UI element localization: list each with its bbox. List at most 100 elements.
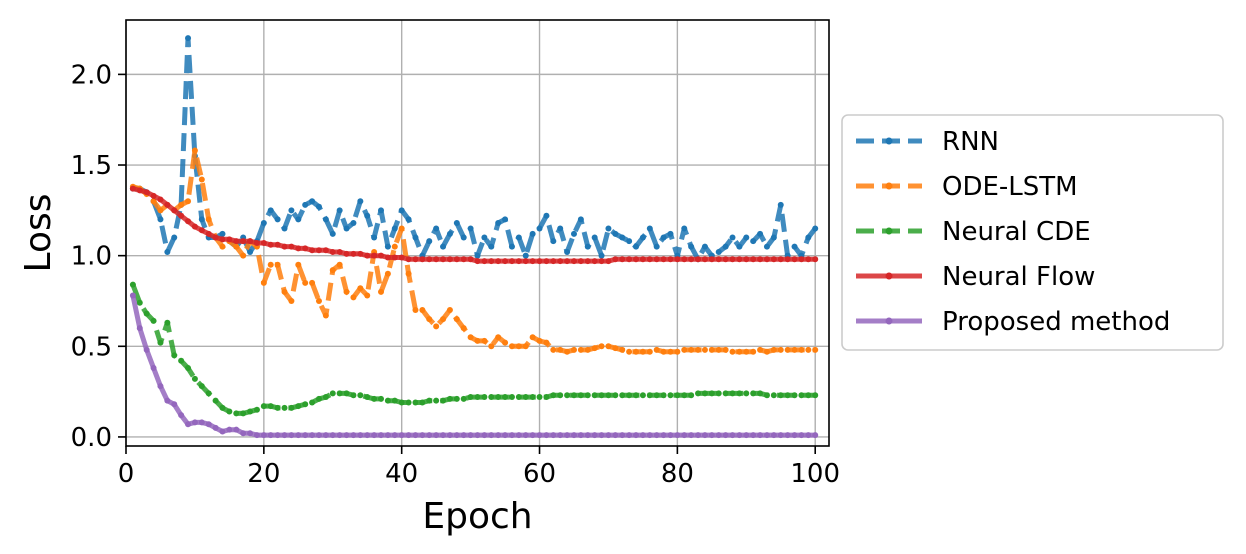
data-point <box>619 346 626 353</box>
data-point <box>515 432 522 439</box>
data-point <box>191 419 198 426</box>
data-point <box>770 256 777 263</box>
data-point <box>274 432 281 439</box>
data-point <box>722 256 729 263</box>
data-point <box>405 270 412 277</box>
data-point <box>784 432 791 439</box>
data-point <box>433 397 440 404</box>
data-point <box>508 258 515 265</box>
data-point <box>557 225 564 232</box>
data-point <box>329 390 336 397</box>
data-point <box>653 256 660 263</box>
data-point <box>446 395 453 402</box>
data-point <box>508 243 515 250</box>
x-axis-title: Epoch <box>422 496 532 537</box>
series-line <box>132 148 816 355</box>
data-point <box>736 256 743 263</box>
data-point <box>550 432 557 439</box>
data-point <box>467 334 474 341</box>
data-point <box>350 294 357 301</box>
data-point <box>736 348 743 355</box>
data-point <box>226 236 233 243</box>
data-point <box>302 432 309 439</box>
data-point <box>419 432 426 439</box>
data-point <box>260 432 267 439</box>
data-point <box>212 234 219 241</box>
data-point <box>605 432 612 439</box>
data-point <box>681 432 688 439</box>
data-point <box>619 234 626 241</box>
data-point <box>550 238 557 245</box>
data-point <box>391 397 398 404</box>
series-neural-cde <box>129 281 819 417</box>
data-point <box>253 432 260 439</box>
data-point <box>791 256 798 263</box>
data-point <box>198 383 205 390</box>
data-point <box>750 238 757 245</box>
data-point <box>295 245 302 252</box>
data-point <box>715 390 722 397</box>
legend-marker <box>885 182 893 190</box>
y-tick-label: 0.0 <box>71 423 112 453</box>
data-point <box>674 432 681 439</box>
data-point <box>777 256 784 263</box>
data-point <box>522 252 529 259</box>
data-point <box>426 238 433 245</box>
data-point <box>715 346 722 353</box>
legend-marker <box>885 137 893 145</box>
x-tick-label: 100 <box>790 459 840 489</box>
data-point <box>570 258 577 265</box>
data-point <box>577 346 584 353</box>
data-point <box>667 256 674 263</box>
data-point <box>157 339 164 346</box>
legend-label: Neural CDE <box>942 217 1091 247</box>
data-point <box>743 432 750 439</box>
data-point <box>171 401 178 408</box>
data-point <box>695 346 702 353</box>
data-point <box>364 252 371 259</box>
data-point <box>543 212 550 219</box>
data-point <box>419 256 426 263</box>
data-point <box>295 261 302 268</box>
data-point <box>198 216 205 223</box>
data-point <box>129 292 136 299</box>
data-point <box>515 234 522 241</box>
data-point <box>639 234 646 241</box>
data-point <box>798 346 805 353</box>
data-point <box>495 394 502 401</box>
data-point <box>584 392 591 399</box>
legend-item: RNN <box>856 127 999 157</box>
data-point <box>763 243 770 250</box>
data-point <box>440 316 447 323</box>
series-line <box>130 294 816 438</box>
data-point <box>577 258 584 265</box>
data-point <box>757 390 764 397</box>
data-point <box>267 241 274 248</box>
data-point <box>695 256 702 263</box>
data-point <box>412 432 419 439</box>
legend-marker <box>885 317 893 325</box>
data-point <box>426 256 433 263</box>
data-point <box>805 346 812 353</box>
data-point <box>722 243 729 250</box>
data-point <box>660 234 667 241</box>
data-point <box>371 395 378 402</box>
data-point <box>522 394 529 401</box>
data-point <box>302 401 309 408</box>
data-point <box>729 256 736 263</box>
data-point <box>157 207 164 214</box>
data-point <box>185 421 192 428</box>
data-point <box>626 392 633 399</box>
data-point <box>350 392 357 399</box>
data-point <box>198 227 205 234</box>
data-point <box>281 404 288 411</box>
data-point <box>281 225 288 232</box>
data-point <box>336 261 343 268</box>
data-point <box>474 258 481 265</box>
legend-item: Proposed method <box>856 307 1170 337</box>
data-point <box>191 223 198 230</box>
data-point <box>736 243 743 250</box>
data-point <box>260 279 267 286</box>
data-point <box>150 365 157 372</box>
data-point <box>743 234 750 241</box>
